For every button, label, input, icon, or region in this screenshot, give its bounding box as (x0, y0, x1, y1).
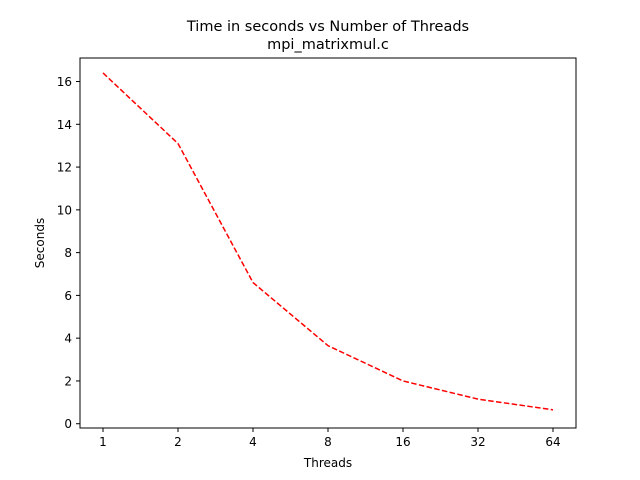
x-tick-label: 4 (249, 435, 257, 449)
x-axis: 1 2 4 8 16 32 64 (99, 428, 561, 449)
y-tick-label: 12 (57, 161, 72, 175)
series-line (102, 72, 554, 411)
chart-subtitle: mpi_matrixmul.c (267, 37, 389, 53)
x-tick-label: 32 (470, 435, 485, 449)
y-tick-label: 4 (64, 332, 72, 346)
y-tick-label: 16 (57, 75, 72, 89)
y-tick-label: 6 (64, 289, 72, 303)
x-tick-label: 1 (99, 435, 107, 449)
y-axis: 0 2 4 6 8 10 12 14 16 (57, 75, 80, 431)
y-tick-label: 0 (64, 417, 72, 431)
y-tick-label: 8 (64, 246, 72, 260)
x-tick-label: 2 (174, 435, 182, 449)
y-tick-label: 2 (64, 374, 72, 388)
x-axis-label: Threads (303, 456, 352, 470)
y-axis-label: Seconds (33, 218, 47, 268)
y-tick-label: 10 (57, 203, 72, 217)
x-tick-label: 8 (324, 435, 332, 449)
chart-title: Time in seconds vs Number of Threads (186, 19, 469, 35)
plot-area (79, 57, 577, 429)
x-tick-label: 64 (545, 435, 560, 449)
x-tick-label: 16 (395, 435, 410, 449)
y-tick-label: 14 (57, 118, 72, 132)
